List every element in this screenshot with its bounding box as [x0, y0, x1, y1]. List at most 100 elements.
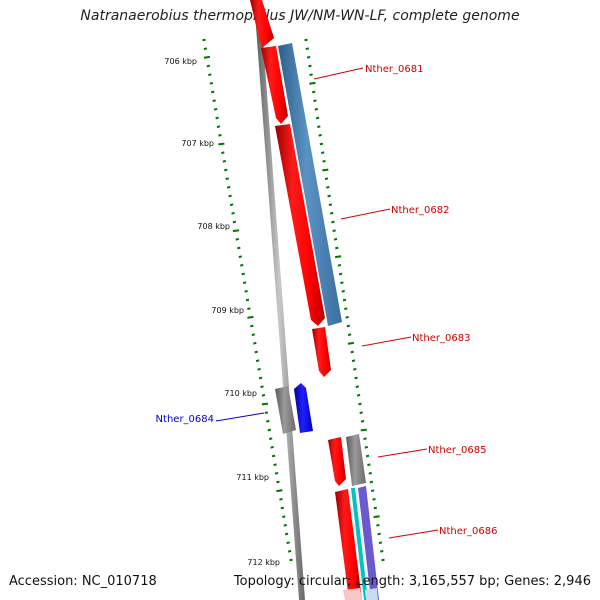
- outer-tick-3: [308, 64, 312, 68]
- inner-tick-20: [231, 211, 235, 215]
- scale-label-709: 709 kbp: [211, 306, 244, 315]
- genome-backbone: [254, 0, 305, 600]
- outer-tick-33: [346, 324, 351, 328]
- outer-tick-60: [381, 558, 385, 562]
- scale-label-707: 707 kbp: [181, 139, 214, 148]
- outer-tick-39: [354, 376, 358, 380]
- outer-tick-57: [377, 532, 381, 536]
- gene-label-0682[interactable]: Nther_0682: [391, 205, 449, 216]
- outer-tick-46: [363, 437, 367, 441]
- inner-tick-59: [287, 549, 292, 553]
- outer-tick-59: [379, 549, 384, 553]
- leader-0686: [388, 529, 439, 539]
- outer-tick-42: [358, 402, 362, 406]
- outer-tick-47: [364, 445, 369, 449]
- outer-tick-52: [370, 489, 375, 493]
- inner-tick-27: [241, 272, 245, 276]
- leader-0683: [361, 336, 412, 347]
- outer-tick-55: [373, 515, 380, 519]
- gene-grey-left[interactable]: [275, 386, 296, 434]
- outer-tick-11: [318, 133, 322, 137]
- feature-cyan[interactable]: [351, 488, 368, 600]
- outer-tick-36: [350, 350, 354, 354]
- inner-tick-43: [264, 411, 269, 415]
- outer-tick-27: [338, 272, 343, 276]
- inner-tick-7: [212, 99, 216, 103]
- gene-arrow-upstream[interactable]: [250, 0, 274, 48]
- outer-tick-51: [369, 480, 374, 484]
- inner-tick-9: [215, 116, 219, 120]
- gene-arrow-0684[interactable]: [294, 383, 313, 433]
- outer-tick-5: [309, 81, 316, 85]
- inner-tick-54: [280, 506, 285, 510]
- feature-pale-red: [343, 588, 362, 600]
- inner-tick-47: [270, 445, 274, 449]
- gene-arrow-0683[interactable]: [312, 327, 331, 377]
- outer-tick-49: [367, 463, 371, 467]
- inner-tick-55: [282, 515, 286, 519]
- outer-tick-13: [320, 151, 325, 155]
- inner-tick-15: [224, 168, 228, 172]
- gene-arrow-0685[interactable]: [328, 437, 346, 486]
- gene-arrow-0682[interactable]: [275, 124, 325, 326]
- inner-tick-50: [274, 471, 279, 475]
- inner-tick-48: [271, 454, 276, 458]
- outer-tick-4: [309, 73, 313, 77]
- inner-tick-31: [247, 307, 251, 311]
- gene-label-0685[interactable]: Nther_0685: [428, 445, 486, 456]
- gene-arrow-0686[interactable]: [335, 489, 362, 600]
- inner-tick-0: [202, 38, 206, 42]
- outer-tick-23: [333, 237, 338, 241]
- gene-label-0681[interactable]: Nther_0681: [365, 64, 423, 75]
- inner-tick-10: [216, 125, 221, 129]
- outer-tick-12: [319, 142, 324, 146]
- inner-tick-30: [245, 298, 250, 302]
- gene-label-0683[interactable]: Nther_0683: [412, 333, 470, 344]
- inner-tick-2: [203, 55, 211, 59]
- gene-arrow-0681[interactable]: [261, 46, 288, 124]
- inner-tick-18: [228, 194, 232, 198]
- outer-tick-32: [345, 315, 349, 319]
- inner-tick-4: [208, 73, 212, 77]
- feature-purple[interactable]: [358, 486, 379, 600]
- leader-0682: [340, 208, 391, 220]
- outer-tick-track: [304, 38, 385, 562]
- inner-tick-16: [225, 177, 229, 181]
- gene-grey-right[interactable]: [346, 434, 366, 486]
- inner-tick-14: [222, 159, 227, 163]
- scale-label-710: 710 kbp: [224, 389, 257, 398]
- inner-tick-37: [255, 359, 260, 363]
- outer-tick-38: [353, 367, 357, 371]
- outer-tick-50: [368, 471, 372, 475]
- inner-tick-19: [229, 203, 234, 207]
- outer-tick-6: [311, 90, 316, 94]
- outer-tick-40: [355, 385, 360, 389]
- outer-tick-2: [306, 55, 311, 59]
- inner-tick-36: [254, 350, 258, 354]
- outer-tick-21: [331, 220, 335, 224]
- outer-tick-37: [351, 359, 356, 363]
- inner-tick-17: [226, 185, 231, 189]
- scale-label-711: 711 kbp: [236, 473, 269, 482]
- inner-tick-6: [210, 90, 215, 94]
- inner-tick-8: [213, 107, 218, 111]
- outer-tick-28: [340, 281, 344, 285]
- inner-tick-24: [237, 246, 241, 250]
- feature-bar-0681-0682[interactable]: [278, 43, 342, 326]
- inner-tick-34: [251, 333, 256, 337]
- outer-tick-17: [326, 185, 330, 189]
- leader-0681: [313, 67, 364, 80]
- outer-tick-20: [329, 211, 334, 215]
- outer-tick-58: [378, 541, 383, 545]
- gene-label-0684[interactable]: Nther_0684: [156, 414, 214, 425]
- outer-tick-54: [373, 506, 378, 510]
- outer-tick-31: [344, 307, 348, 311]
- outer-tick-41: [356, 393, 361, 397]
- inner-tick-40: [260, 385, 264, 389]
- outer-tick-0: [304, 38, 308, 42]
- inner-tick-57: [284, 532, 289, 536]
- gene-label-0686[interactable]: Nther_0686: [439, 526, 497, 537]
- outer-tick-30: [342, 298, 347, 302]
- outer-tick-9: [315, 116, 320, 120]
- scale-labels: 706 kbp 707 kbp 708 kbp 709 kbp 710 kbp …: [164, 57, 280, 567]
